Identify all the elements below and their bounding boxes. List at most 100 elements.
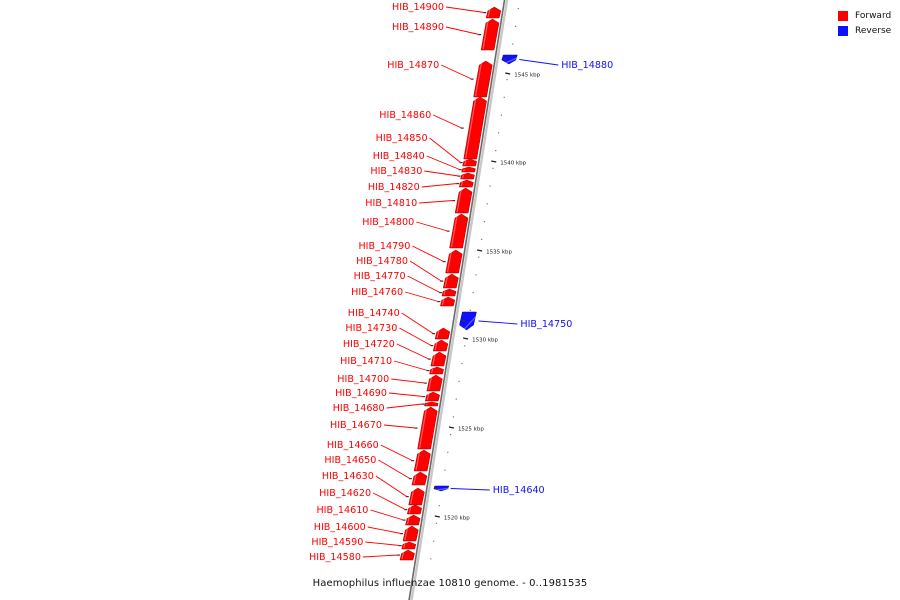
gene-arrow-hib-14650[interactable] [411, 471, 428, 486]
gene-marker [402, 519, 406, 521]
gene-arrow-hib-14750[interactable] [459, 311, 477, 331]
gene-label[interactable]: HIB_14740 [348, 308, 400, 319]
minor-tick [430, 558, 432, 560]
gene-leader-line [445, 6, 485, 13]
gene-highlight [465, 98, 477, 159]
major-tick [448, 426, 455, 429]
gene-leader-line [426, 155, 460, 170]
gene-highlight [463, 313, 479, 330]
legend: Forward Reverse [838, 9, 891, 39]
gene-label[interactable]: HIB_14610 [316, 505, 368, 516]
gene-arrow-hib-14740[interactable] [434, 327, 451, 340]
gene-arrow-hib-14870[interactable] [473, 60, 493, 98]
gene-label[interactable]: HIB_14630 [322, 471, 374, 482]
gene-arrow-hib-14680[interactable] [424, 401, 439, 407]
gene-arrow-hib-14790[interactable] [445, 249, 463, 274]
gene-arrow-hib-14810[interactable] [454, 187, 473, 214]
gene-label[interactable]: HIB_14840 [373, 151, 425, 162]
minor-tick [512, 43, 514, 45]
gene-arrow-hib-14690[interactable] [424, 391, 440, 402]
gene-arrow-hib-14660[interactable] [413, 449, 431, 472]
gene-arrow-hib-14890[interactable] [480, 18, 500, 51]
gene-labels: HIB_14900 HIB_14890 HIB_14880 HIB_14870 HIB_… [309, 2, 613, 563]
gene-arrow-hib-14590[interactable] [401, 541, 417, 550]
gene-marker [503, 59, 507, 61]
gene-highlight [456, 189, 462, 213]
major-tick [462, 337, 469, 340]
gene-features [396, 6, 520, 561]
gene-arrow-hib-14640[interactable] [433, 485, 450, 492]
gene-arrow-hib-14770[interactable] [441, 288, 457, 297]
gene-leader-line [399, 327, 432, 346]
gene-arrow-hib-14900[interactable] [485, 6, 502, 19]
gene-arrow-hib-14730[interactable] [432, 339, 449, 352]
gene-label[interactable]: HIB_14710 [340, 356, 392, 367]
gene-marker [458, 169, 462, 171]
gene-label[interactable]: HIB_14660 [327, 440, 379, 451]
gene-arrow-hib-14830[interactable] [460, 172, 475, 180]
gene-label[interactable]: HIB_14830 [370, 166, 422, 177]
gene-label[interactable]: HIB_14670 [330, 420, 382, 431]
gene-arrow-hib-14600[interactable] [402, 525, 419, 542]
minor-tick [503, 96, 505, 98]
gene-marker [470, 78, 474, 80]
gene-arrow-hib-14670[interactable] [417, 406, 438, 450]
gene-label[interactable]: HIB_14600 [314, 522, 366, 533]
gene-arrow-hib-14800[interactable] [449, 213, 469, 249]
gene-highlight [426, 393, 430, 401]
gene-label[interactable]: HIB_14790 [358, 241, 410, 252]
gene-label[interactable]: HIB_14800 [362, 217, 414, 228]
gene-arrow-hib-14610[interactable] [405, 514, 421, 526]
gene-label[interactable]: HIB_14580 [309, 552, 361, 563]
gene-leader-line [440, 64, 472, 80]
gene-label[interactable]: HIB_14880 [561, 60, 613, 71]
gene-arrow-hib-14780[interactable] [442, 273, 459, 289]
gene-arrow-hib-14710[interactable] [429, 366, 444, 375]
scale-ticks: 1545 kbp 1540 kbp 1535 kbp 1530 kbp 1525 kbp… [430, 8, 541, 560]
gene-label[interactable]: HIB_14730 [345, 323, 397, 334]
gene-label[interactable]: HIB_14770 [354, 271, 406, 282]
gene-label[interactable]: HIB_14890 [392, 22, 444, 33]
gene-arrow-hib-14760[interactable] [440, 296, 456, 307]
minor-tick [475, 274, 477, 276]
gene-label[interactable]: HIB_14870 [387, 60, 439, 71]
gene-arrow-hib-14720[interactable] [430, 351, 447, 367]
gene-label[interactable]: HIB_14680 [333, 403, 385, 414]
gene-label[interactable]: HIB_14700 [337, 374, 389, 385]
gene-label[interactable]: HIB_14590 [311, 537, 363, 548]
gene-label[interactable]: HIB_14900 [392, 2, 444, 13]
gene-label[interactable]: HIB_14720 [343, 339, 395, 350]
gene-label[interactable]: HIB_14760 [351, 287, 403, 298]
gene-marker [414, 427, 418, 429]
gene-label[interactable]: HIB_14860 [379, 110, 431, 121]
gene-marker [452, 200, 456, 202]
gene-leader-line [519, 59, 559, 66]
gene-arrow-hib-14580[interactable] [399, 549, 415, 561]
gene-label[interactable]: HIB_14850 [376, 133, 428, 144]
gene-label[interactable]: HIB_14780 [356, 256, 408, 267]
gene-highlight [432, 353, 436, 366]
gene-leader-line [412, 245, 444, 262]
minor-tick [500, 114, 502, 116]
gene-leader-line [424, 170, 459, 177]
scale-label: 1525 kbp [458, 427, 484, 433]
gene-label[interactable]: HIB_14820 [368, 182, 420, 193]
gene-arrow-hib-14840[interactable] [461, 166, 476, 173]
gene-leader-line [421, 183, 458, 188]
gene-arrow-hib-14850[interactable] [462, 158, 478, 167]
gene-label[interactable]: HIB_14620 [319, 488, 371, 499]
gene-arrow-hib-14860[interactable] [463, 96, 487, 160]
gene-marker [440, 280, 444, 282]
gene-label[interactable]: HIB_14640 [493, 485, 545, 496]
gene-label[interactable]: HIB_14650 [324, 455, 376, 466]
gene-arrow-hib-14880[interactable] [501, 54, 518, 65]
gene-marker [426, 370, 430, 372]
gene-label[interactable]: HIB_14810 [365, 198, 417, 209]
gene-arrow-hib-14630[interactable] [408, 487, 425, 506]
gene-label[interactable]: HIB_14690 [335, 388, 387, 399]
gene-arrow-hib-14820[interactable] [458, 179, 474, 188]
gene-arrow-hib-14620[interactable] [406, 504, 422, 515]
gene-arrow-hib-14700[interactable] [426, 374, 443, 392]
gene-label[interactable]: HIB_14750 [520, 319, 572, 330]
